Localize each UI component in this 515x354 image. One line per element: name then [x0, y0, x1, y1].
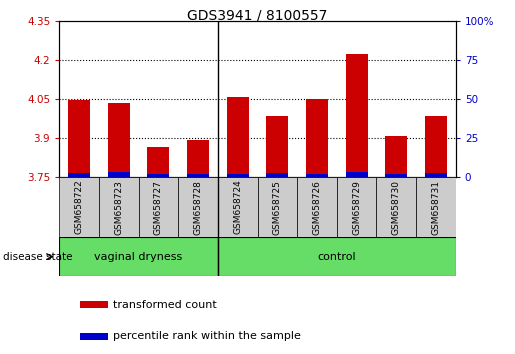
- Text: GDS3941 / 8100557: GDS3941 / 8100557: [187, 9, 328, 23]
- Bar: [178, 177, 218, 237]
- Bar: [227, 173, 249, 177]
- Bar: [306, 99, 328, 177]
- Text: GSM658730: GSM658730: [392, 179, 401, 235]
- Bar: [59, 177, 99, 237]
- Bar: [337, 177, 376, 237]
- Bar: [108, 172, 130, 177]
- Bar: [147, 147, 169, 177]
- Bar: [139, 177, 178, 237]
- Bar: [68, 100, 90, 177]
- Text: disease state: disease state: [3, 252, 72, 262]
- Text: GSM658731: GSM658731: [432, 179, 440, 235]
- Bar: [425, 116, 447, 177]
- Bar: [385, 173, 407, 177]
- Bar: [425, 173, 447, 177]
- Bar: [258, 177, 297, 237]
- Text: vaginal dryness: vaginal dryness: [94, 252, 183, 262]
- Bar: [266, 173, 288, 177]
- Bar: [346, 172, 368, 177]
- Bar: [99, 177, 139, 237]
- Bar: [187, 140, 209, 177]
- Text: GSM658724: GSM658724: [233, 180, 242, 234]
- Bar: [218, 237, 456, 276]
- Text: percentile rank within the sample: percentile rank within the sample: [113, 331, 301, 342]
- Bar: [306, 173, 328, 177]
- Bar: [187, 174, 209, 177]
- Bar: [147, 174, 169, 177]
- Bar: [80, 301, 108, 308]
- Bar: [68, 173, 90, 177]
- Text: GSM658725: GSM658725: [273, 179, 282, 235]
- Bar: [385, 136, 407, 177]
- Text: transformed count: transformed count: [113, 299, 217, 310]
- Bar: [59, 237, 218, 276]
- Text: control: control: [317, 252, 356, 262]
- Bar: [416, 177, 456, 237]
- Text: GSM658729: GSM658729: [352, 179, 361, 235]
- Bar: [376, 177, 416, 237]
- Text: GSM658723: GSM658723: [114, 179, 123, 235]
- Bar: [108, 103, 130, 177]
- Bar: [227, 97, 249, 177]
- Bar: [346, 54, 368, 177]
- Text: GSM658727: GSM658727: [154, 179, 163, 235]
- Text: GSM658722: GSM658722: [75, 180, 83, 234]
- Text: GSM658728: GSM658728: [194, 179, 202, 235]
- Text: GSM658726: GSM658726: [313, 179, 321, 235]
- Bar: [80, 333, 108, 340]
- Bar: [297, 177, 337, 237]
- Bar: [218, 177, 258, 237]
- Bar: [266, 116, 288, 177]
